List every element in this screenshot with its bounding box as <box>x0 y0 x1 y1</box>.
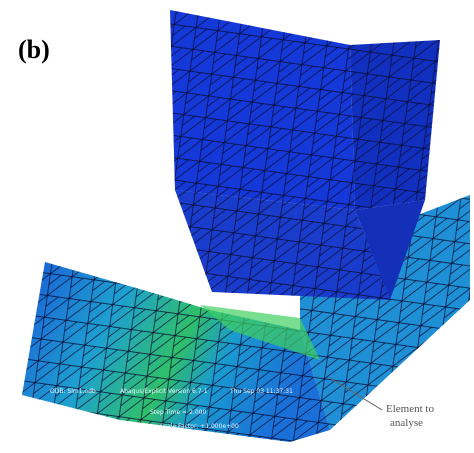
figure: (b) ODB: Sim1.odb Abaqus/Explicit Versio… <box>0 0 474 453</box>
annotation: analyse <box>390 417 423 429</box>
punch <box>170 10 440 300</box>
panel-label: (b) <box>18 35 50 64</box>
overlay-text: Abaqus/Explicit Version 6.7-1 <box>120 388 208 395</box>
overlay-text: ODB: Sim1.odb <box>50 388 96 395</box>
overlay-text: Thu Sep 03 11:37:31 <box>229 388 293 395</box>
overlay-text: Scale Factor: +1.000e+00 <box>160 423 239 430</box>
annotation: Element to <box>386 403 434 415</box>
overlay-text: Step Time = 2.000 <box>150 409 206 416</box>
